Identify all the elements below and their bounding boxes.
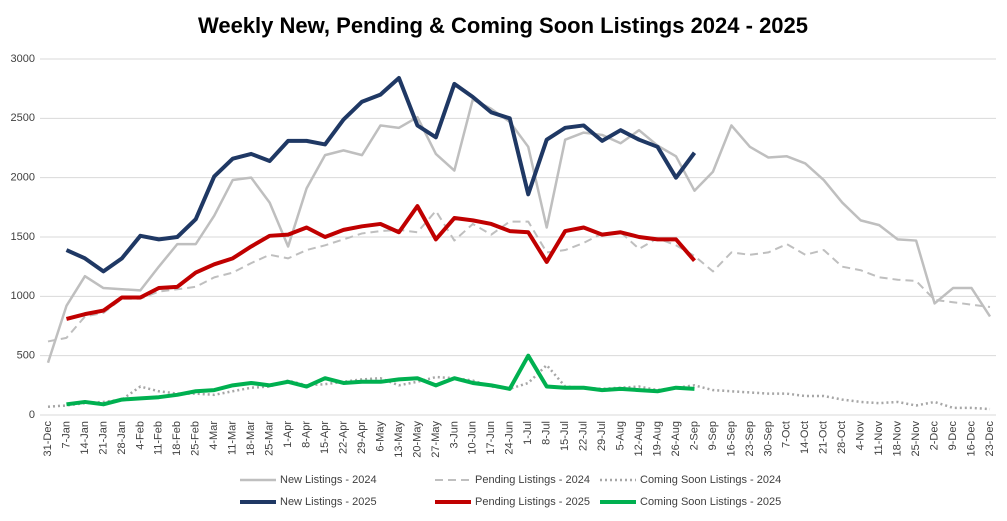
- x-tick-label: 21-Oct: [818, 421, 830, 454]
- x-tick-label: 10-Jun: [467, 421, 479, 455]
- x-tick-label: 23-Dec: [984, 421, 996, 457]
- x-tick-label: 6-May: [374, 421, 386, 452]
- series-line: [47, 209, 991, 343]
- x-tick-label: 26-Aug: [670, 421, 682, 456]
- legend-label: Pending Listings - 2024: [475, 474, 590, 486]
- x-tick-label: 15-Apr: [319, 421, 331, 454]
- y-tick-label: 2000: [11, 172, 35, 184]
- x-tick-label: 23-Sep: [744, 421, 756, 456]
- x-tick-label: 12-Aug: [633, 421, 645, 456]
- x-tick-label: 9-Dec: [947, 421, 959, 451]
- x-tick-label: 29-Jul: [596, 421, 608, 451]
- x-tick-label: 1-Jul: [522, 421, 534, 445]
- x-tick-label: 8-Apr: [300, 421, 312, 448]
- x-tick-label: 20-May: [411, 421, 423, 458]
- chart-title: Weekly New, Pending & Coming Soon Listin…: [198, 13, 808, 38]
- legend-label: Coming Soon Listings - 2025: [640, 496, 781, 508]
- x-tick-label: 11-Mar: [227, 421, 239, 455]
- x-tick-label: 21-Jan: [97, 421, 109, 455]
- x-tick-label: 9-Sep: [707, 421, 719, 450]
- x-tick-label: 13-May: [393, 421, 405, 458]
- x-tick-label: 2-Sep: [688, 421, 700, 450]
- x-tick-label: 25-Mar: [264, 421, 276, 456]
- y-tick-label: 500: [17, 350, 35, 362]
- legend-label: Coming Soon Listings - 2024: [640, 474, 781, 486]
- x-tick-label: 22-Apr: [337, 421, 349, 454]
- legend-label: Pending Listings - 2025: [475, 496, 590, 508]
- x-tick-label: 16-Sep: [725, 421, 737, 456]
- x-tick-label: 11-Nov: [873, 421, 885, 456]
- x-tick-label: 16-Dec: [965, 421, 977, 457]
- legend-label: New Listings - 2025: [280, 496, 377, 508]
- series-line: [65, 204, 696, 321]
- series-line: [65, 75, 697, 274]
- x-tick-label: 4-Feb: [134, 421, 146, 450]
- y-tick-label: 1500: [11, 231, 35, 243]
- y-tick-label: 3000: [11, 53, 35, 65]
- x-tick-label: 3-Jun: [448, 421, 460, 449]
- x-tick-label: 25-Feb: [190, 421, 202, 456]
- x-tick-label: 27-May: [430, 421, 442, 458]
- x-tick-label: 28-Jan: [116, 421, 128, 455]
- x-tick-label: 15-Jul: [559, 421, 571, 451]
- x-tick-label: 18-Mar: [245, 421, 257, 456]
- x-tick-label: 30-Sep: [762, 421, 774, 456]
- x-tick-label: 5-Aug: [614, 421, 626, 450]
- series-line: [66, 353, 695, 407]
- y-tick-label: 1000: [11, 290, 35, 302]
- x-tick-label: 14-Jan: [79, 421, 91, 455]
- legend-label: New Listings - 2024: [280, 474, 377, 486]
- x-tick-label: 19-Aug: [651, 421, 663, 456]
- x-tick-label: 22-Jul: [578, 421, 590, 451]
- x-tick-label: 2-Dec: [928, 421, 940, 451]
- x-tick-label: 28-Oct: [836, 421, 848, 454]
- x-tick-label: 29-Apr: [356, 421, 368, 454]
- x-tick-label: 31-Dec: [42, 421, 54, 457]
- x-tick-label: 14-Oct: [799, 421, 811, 454]
- y-tick-label: 0: [29, 409, 35, 421]
- x-tick-label: 11-Feb: [153, 421, 165, 455]
- x-tick-label: 7-Oct: [781, 421, 793, 448]
- x-tick-label: 25-Nov: [910, 421, 922, 457]
- x-tick-label: 18-Feb: [171, 421, 183, 456]
- series-line: [47, 363, 991, 411]
- y-tick-label: 2500: [11, 112, 35, 124]
- x-tick-label: 1-Apr: [282, 421, 294, 448]
- series-line: [46, 98, 992, 364]
- x-tick-label: 7-Jan: [60, 421, 72, 449]
- x-tick-label: 18-Nov: [892, 421, 904, 457]
- x-tick-label: 24-Jun: [504, 421, 516, 455]
- x-tick-label: 8-Jul: [541, 421, 553, 445]
- x-tick-label: 4-Nov: [855, 421, 867, 451]
- x-tick-label: 4-Mar: [208, 421, 220, 450]
- x-tick-label: 17-Jun: [485, 421, 497, 455]
